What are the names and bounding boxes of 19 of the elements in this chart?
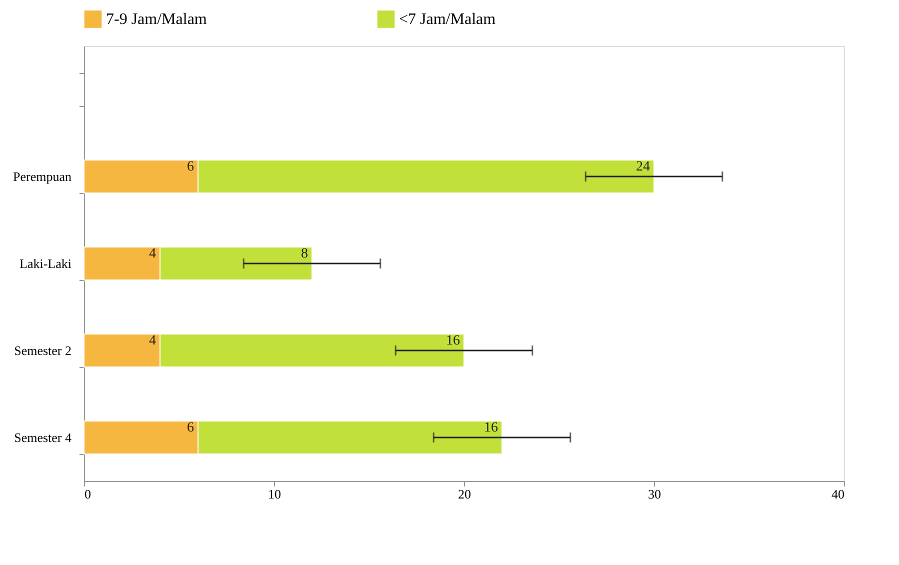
- y-tick-label: Semester 4: [14, 430, 72, 445]
- x-tick-label: 10: [268, 486, 281, 502]
- x-tick-label: 0: [84, 486, 91, 502]
- data-label: 6: [187, 420, 194, 436]
- legend-label: 7-9 Jam/Malam: [106, 11, 208, 28]
- x-tick-label: 20: [458, 486, 471, 502]
- data-label: 4: [149, 246, 156, 262]
- data-label: 16: [446, 334, 460, 348]
- data-label: 4: [149, 334, 156, 348]
- data-label: 24: [636, 160, 650, 174]
- legend-label: <7 Jam/Malam: [399, 11, 496, 28]
- y-tick-label: Perempuan: [13, 169, 72, 184]
- x-tick-label: 40: [832, 486, 844, 502]
- data-label: 6: [187, 160, 194, 174]
- y-tick-label: Laki-Laki: [20, 256, 72, 271]
- x-tick-label: 30: [648, 486, 661, 502]
- y-tick-label: Semester 2: [14, 343, 72, 358]
- data-label: 16: [484, 420, 498, 436]
- data-label: 8: [301, 246, 308, 262]
